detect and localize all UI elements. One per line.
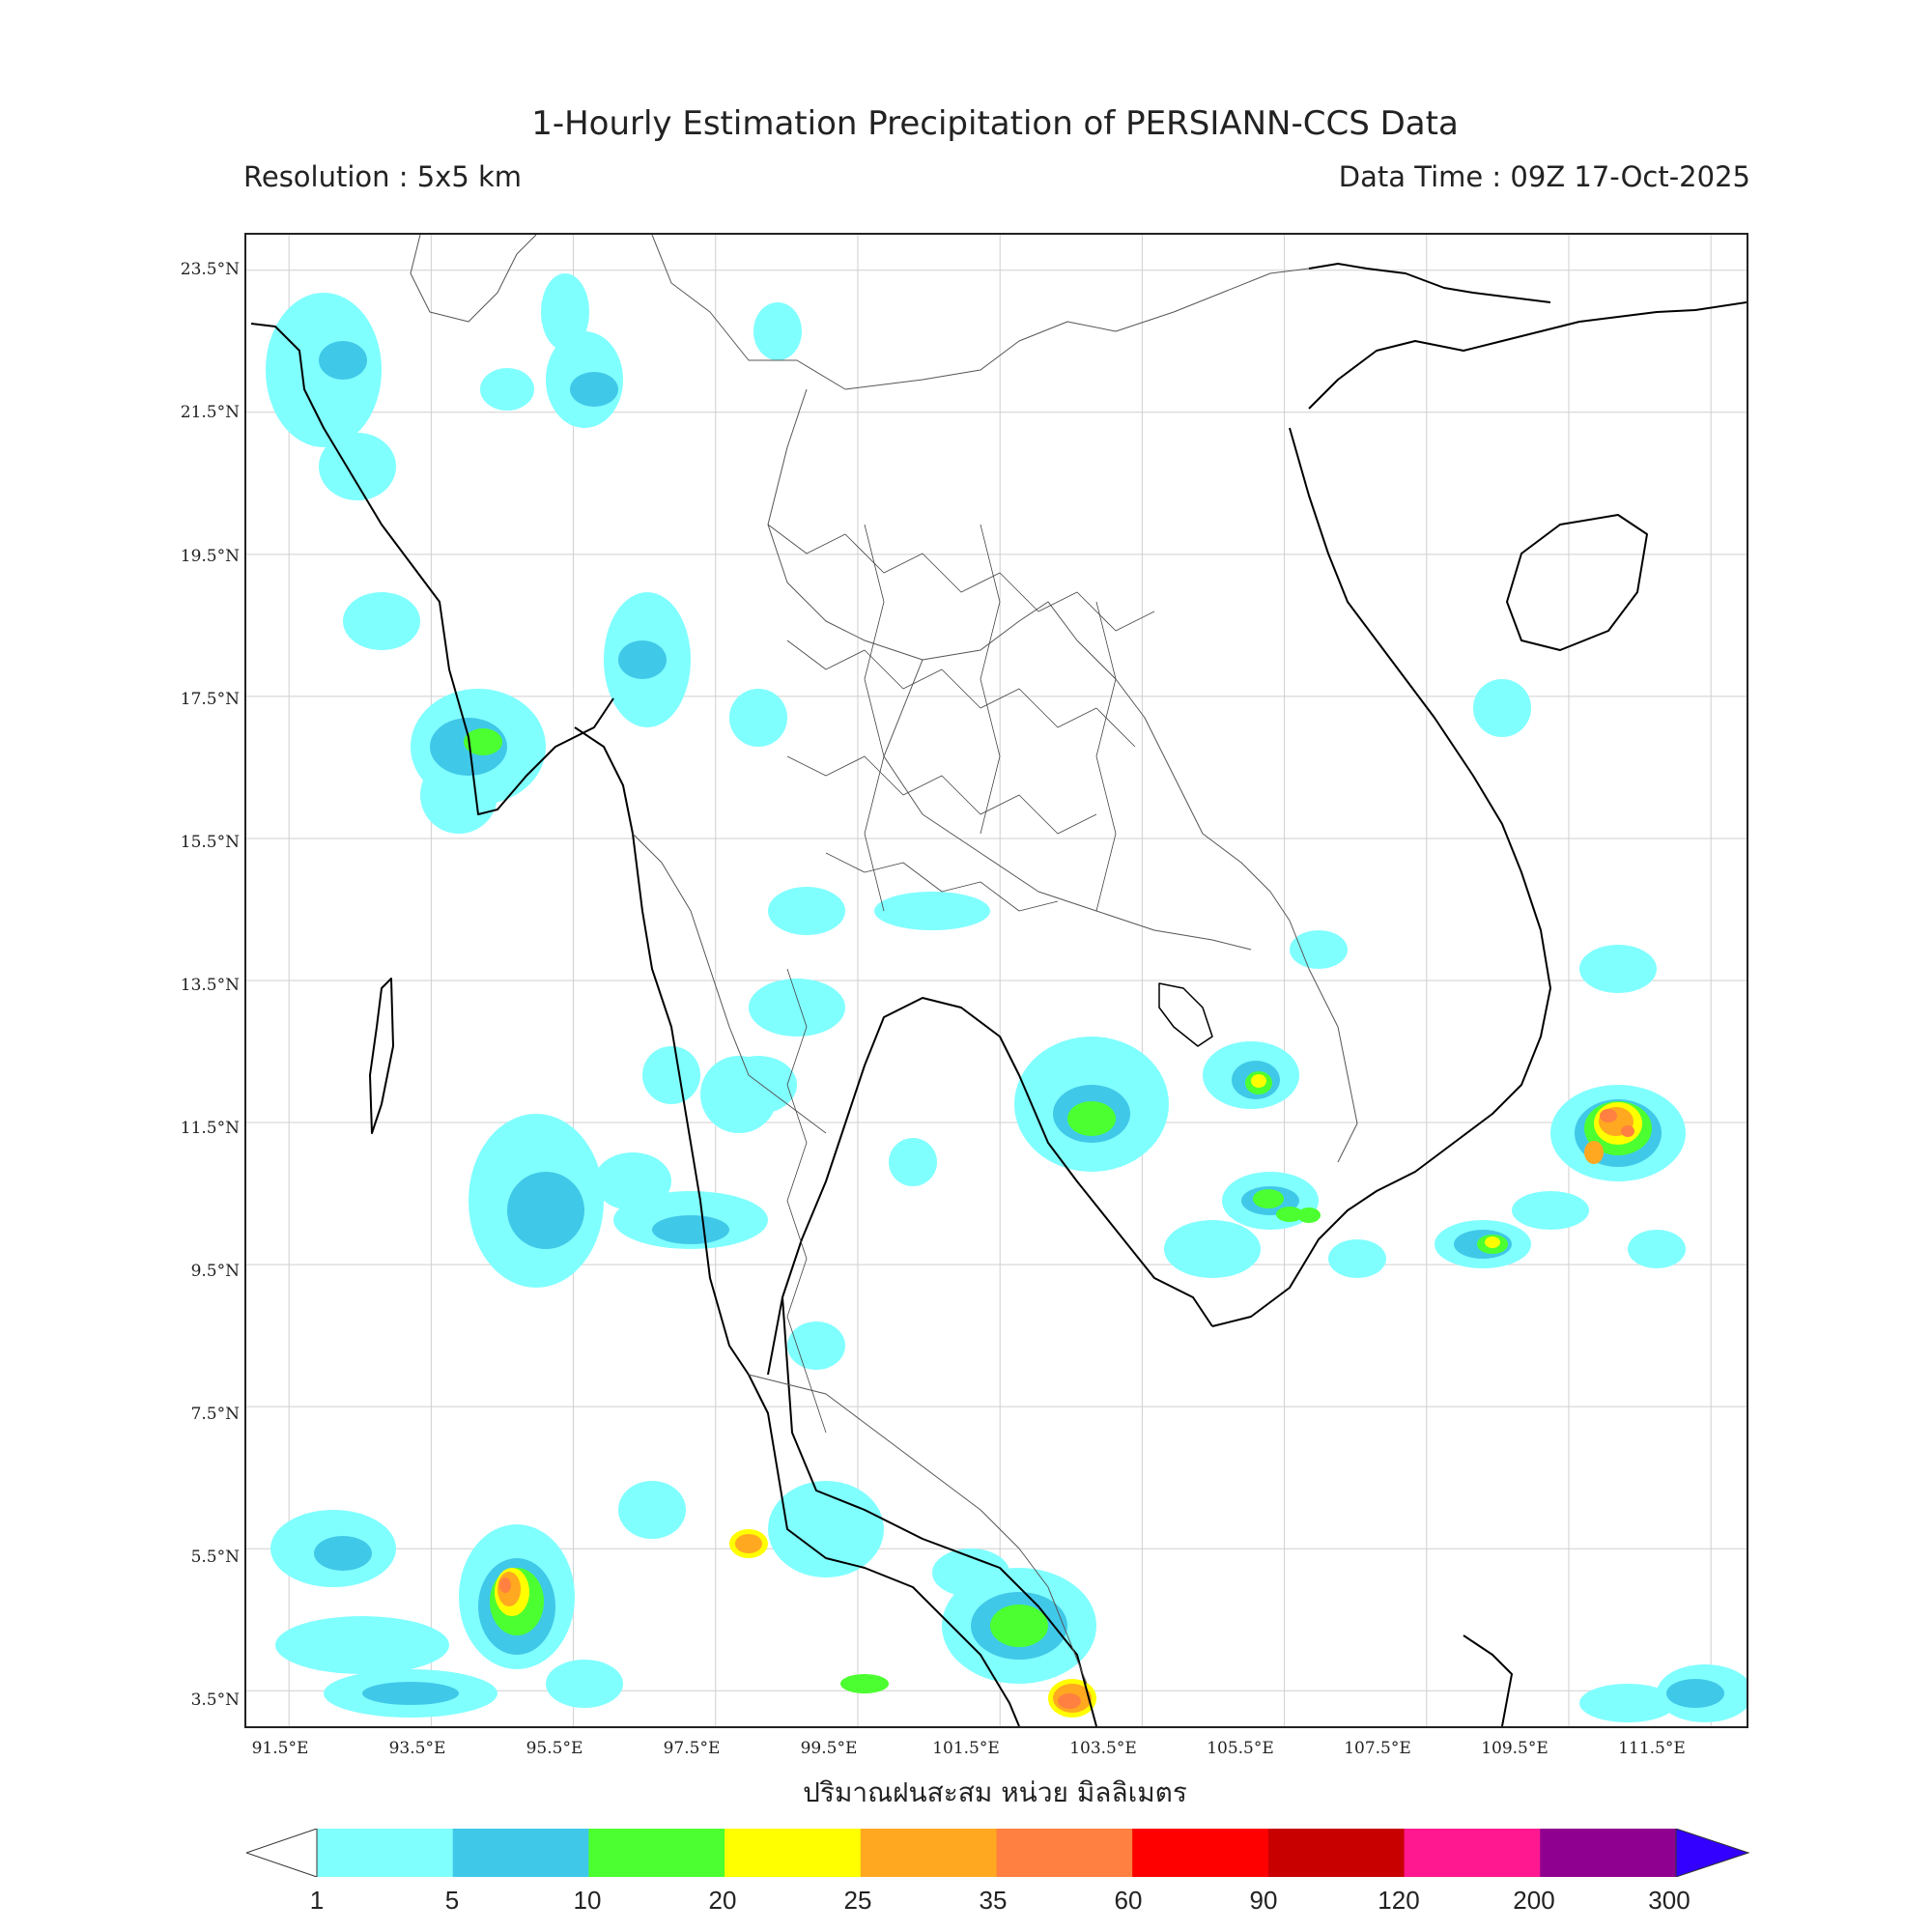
colorbar-segment (1132, 1829, 1269, 1877)
lon-label: 103.5°E (1069, 1739, 1137, 1758)
colorbar-tick-label: 300 (1648, 1886, 1690, 1915)
lat-label: 19.5°N (180, 547, 240, 566)
colorbar-tick-label: 200 (1513, 1886, 1555, 1915)
colorbar-unit-label: ปริมาณฝนสะสม หน่วย มิลลิเมตร (803, 1776, 1187, 1808)
colorbar-segment (588, 1829, 725, 1877)
lat-label: 3.5°N (190, 1690, 240, 1710)
colorbar-segment (996, 1829, 1133, 1877)
precipitation-map (244, 233, 1748, 1728)
lon-label: 93.5°E (388, 1739, 446, 1758)
lat-label: 23.5°N (180, 260, 240, 279)
colorbar-segment (860, 1829, 997, 1877)
colorbar-tick-label: 120 (1378, 1886, 1420, 1915)
resolution-label: Resolution : 5x5 km (243, 160, 523, 193)
rain-areas (266, 273, 1747, 1722)
colorbar-segment (724, 1829, 862, 1877)
lon-label: 111.5°E (1618, 1739, 1686, 1758)
lat-label: 11.5°N (180, 1119, 240, 1138)
colorbar-segment (1404, 1829, 1541, 1877)
colorbar-tick-label: 5 (444, 1886, 460, 1915)
colorbar-tick-label: 35 (979, 1886, 1008, 1915)
colorbar-tick-label: 20 (708, 1886, 737, 1915)
colorbar-segment (452, 1829, 589, 1877)
lat-label: 21.5°N (180, 403, 240, 422)
lon-label: 105.5°E (1207, 1739, 1274, 1758)
lat-label: 15.5°N (180, 833, 240, 852)
lon-label: 101.5°E (932, 1739, 1000, 1758)
gridlines (246, 235, 1747, 1726)
map-canvas (246, 235, 1747, 1726)
lon-label: 97.5°E (663, 1739, 721, 1758)
lat-label: 7.5°N (190, 1405, 240, 1424)
colorbar-tick-label: 10 (573, 1886, 602, 1915)
colorbar-min-arrow (246, 1829, 318, 1877)
colorbar-tick-label: 60 (1114, 1886, 1143, 1915)
lon-label: 107.5°E (1344, 1739, 1411, 1758)
colorbar-segment (1267, 1829, 1406, 1877)
data-time-label: Data Time : 09Z 17-Oct-2025 (1338, 160, 1750, 193)
lon-label: 109.5°E (1481, 1739, 1548, 1758)
coastlines-and-borders (250, 235, 1747, 1726)
lat-label: 5.5°N (190, 1548, 240, 1567)
colorbar-segment (1540, 1829, 1677, 1877)
lon-label: 95.5°E (526, 1739, 583, 1758)
colorbar-tick-label: 90 (1249, 1886, 1278, 1915)
lon-label: 99.5°E (800, 1739, 858, 1758)
lon-label: 91.5°E (251, 1739, 309, 1758)
lat-label: 17.5°N (180, 690, 240, 709)
colorbar-tick-label: 1 (309, 1886, 325, 1915)
lat-label: 9.5°N (190, 1262, 240, 1281)
map-title: 1-Hourly Estimation Precipitation of PER… (531, 104, 1459, 143)
lat-label: 13.5°N (180, 976, 240, 995)
colorbar (246, 1829, 1750, 1877)
colorbar-segment (317, 1829, 454, 1877)
colorbar-tick-label: 25 (843, 1886, 872, 1915)
colorbar-max-arrow (1675, 1829, 1750, 1877)
